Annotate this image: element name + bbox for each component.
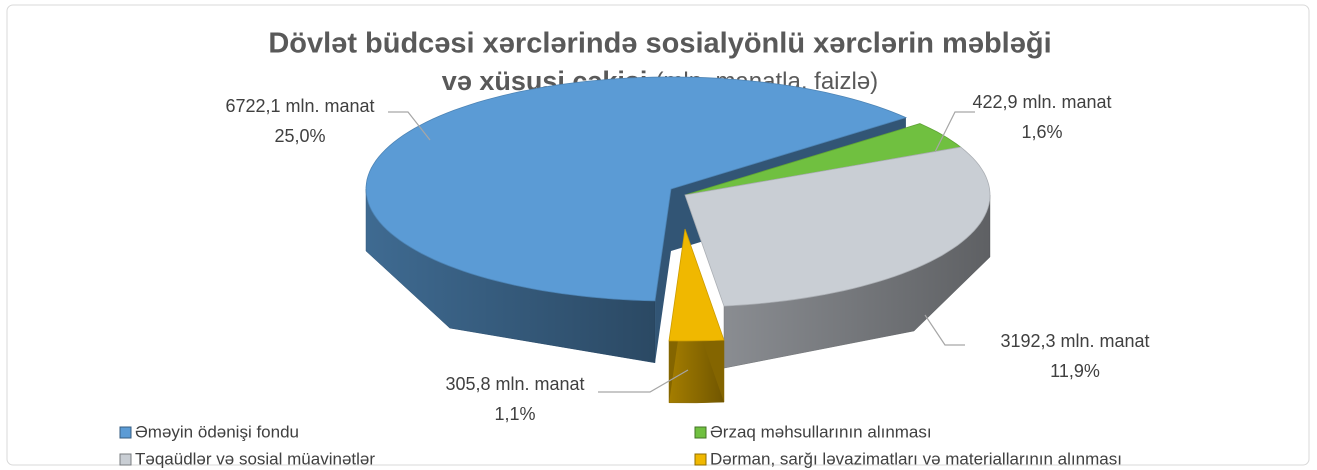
data-label: 6722,1 mln. manat <box>225 96 374 116</box>
legend-label: Əməyin ödənişi fondu <box>135 422 299 441</box>
legend-marker <box>694 453 707 466</box>
labels: 6722,1 mln. manat 25,0% 422,9 mln. manat 1,… <box>225 92 1149 424</box>
slice-wall <box>655 189 671 363</box>
data-label: 3192,3 mln. manat <box>1000 331 1149 351</box>
slice <box>365 76 908 302</box>
leader-line <box>924 314 965 346</box>
share-label: 11,9% <box>1050 361 1100 381</box>
data-label: 422,9 mln. manat <box>972 92 1111 112</box>
legend-marker <box>694 426 707 439</box>
share-label: 1,6% <box>1021 122 1062 142</box>
leader-line <box>598 369 689 393</box>
legend-marker <box>119 426 132 439</box>
chart-title: Dövlət büdcəsi xərclərində sosialyönlü x… <box>268 28 1051 60</box>
legend-label: Dərman, sarğı ləvazimatları və materiall… <box>710 449 1122 468</box>
legend-label: Təqaüdlər və sosial müavinətlər <box>135 449 375 468</box>
slice <box>668 228 725 342</box>
legend-marker <box>119 453 132 466</box>
pie <box>365 76 991 404</box>
leader-line <box>388 111 431 141</box>
data-label: 305,8 mln. manat <box>445 374 584 394</box>
slice-side-shade <box>724 195 990 369</box>
share-label: 1,1% <box>494 404 535 424</box>
leader-line <box>934 111 975 153</box>
slice <box>684 146 991 307</box>
slice <box>684 123 962 196</box>
slice-side-shade <box>366 189 655 363</box>
legend-label: Ərzaq məhsullarının alınması <box>710 422 932 441</box>
share-label: 25,0% <box>274 126 325 146</box>
